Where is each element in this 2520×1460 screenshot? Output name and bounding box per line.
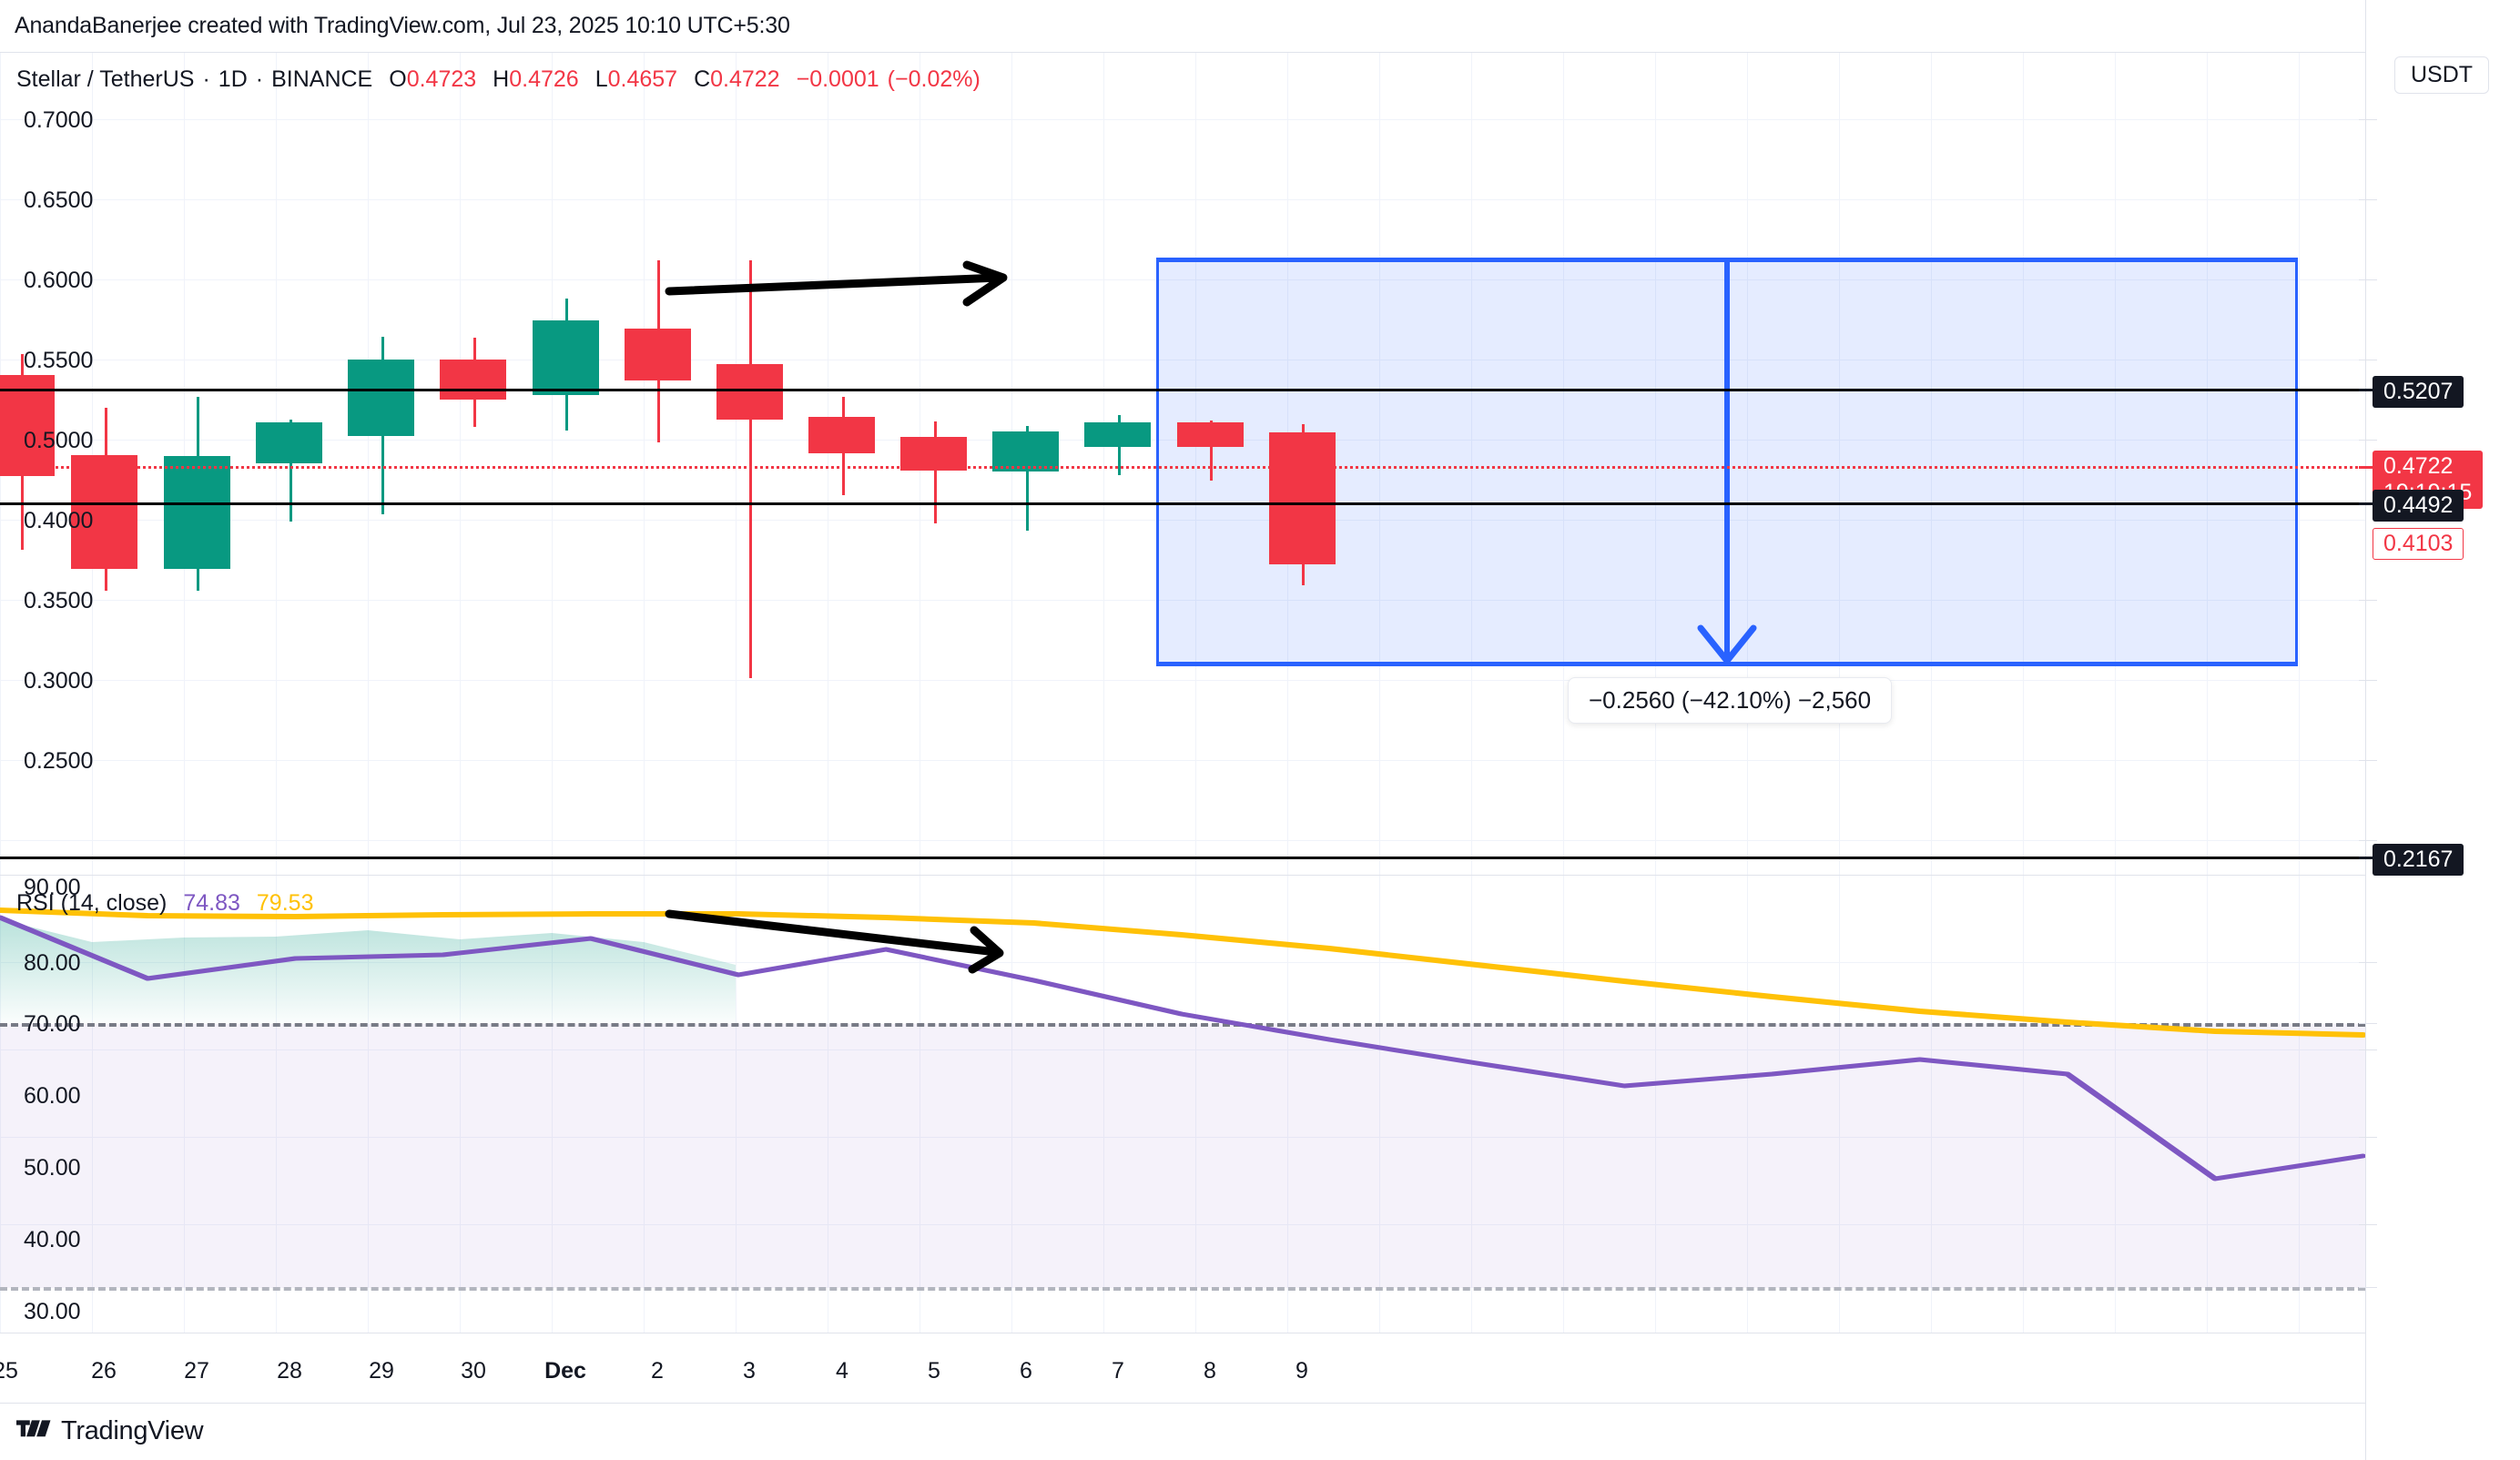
resistance-line[interactable] <box>0 389 2365 391</box>
candle-body <box>0 375 55 476</box>
rsi-oversold-line <box>0 1287 2365 1291</box>
price-tick: 0.3000 <box>24 668 94 694</box>
legend-high-label: H <box>493 66 510 92</box>
footer-branding[interactable]: TradingView <box>16 1416 204 1446</box>
time-tick: 25 <box>0 1358 18 1384</box>
candle-body <box>900 437 967 471</box>
time-tick: 27 <box>184 1358 209 1384</box>
legend-change-percent: (−0.02%) <box>887 66 981 92</box>
candle-wick <box>1026 426 1029 531</box>
legend-high-value: 0.4726 <box>509 66 579 92</box>
time-axis[interactable]: 25 26 27 28 29 30 Dec 2 3 4 5 6 7 8 9 <box>0 1333 2365 1404</box>
candle-body <box>1269 432 1336 564</box>
rsi-legend-value: 74.83 <box>183 890 240 916</box>
attribution-text: AnandaBanerjee created with TradingView.… <box>15 13 790 38</box>
candle-body <box>164 456 230 569</box>
candle-body <box>348 360 414 436</box>
rsi-legend[interactable]: RSI (14, close) 74.83 79.53 <box>16 890 313 917</box>
legend-sep-1: · <box>202 66 210 92</box>
legend-exchange: BINANCE <box>271 66 373 92</box>
time-tick: 28 <box>277 1358 302 1384</box>
candle-body <box>716 364 783 420</box>
price-tick: 0.4000 <box>24 508 94 533</box>
legend-close-value: 0.4722 <box>710 66 780 92</box>
support-line[interactable] <box>0 502 2365 505</box>
price-tick: 0.7000 <box>24 107 94 133</box>
pane-top-border <box>0 52 2365 53</box>
rsi-ma-legend-value: 79.53 <box>256 890 314 916</box>
candle-body <box>1084 422 1151 447</box>
price-tick: 0.2500 <box>24 748 94 774</box>
price-tick: 0.3500 <box>24 588 94 613</box>
measurement-right-edge <box>2295 258 2298 666</box>
rsi-tick: 30.00 <box>24 1299 81 1324</box>
support-price-badge[interactable]: 0.4492 <box>2373 490 2464 522</box>
candle-body <box>992 431 1059 471</box>
low-marker-badge[interactable]: 0.4103 <box>2373 528 2464 560</box>
rsi-tick: 40.00 <box>24 1227 81 1252</box>
resistance-price-badge[interactable]: 0.5207 <box>2373 376 2464 408</box>
time-tick: 8 <box>1204 1358 1216 1384</box>
time-tick: 5 <box>928 1358 940 1384</box>
legend-interval: 1D <box>218 66 248 92</box>
legend-sep-2: · <box>255 66 264 92</box>
candle-wick <box>934 421 937 523</box>
candle-body <box>533 320 599 395</box>
time-tick: 6 <box>1020 1358 1032 1384</box>
bottom-level-badge[interactable]: 0.2167 <box>2373 844 2464 876</box>
currency-unit-badge[interactable]: USDT <box>2394 56 2490 94</box>
time-tick: 29 <box>369 1358 394 1384</box>
time-tick: 3 <box>743 1358 756 1384</box>
candle-wick <box>1210 421 1213 481</box>
rsi-tick: 50.00 <box>24 1155 81 1181</box>
rsi-lower-band <box>0 1024 2365 1288</box>
time-tick: 9 <box>1296 1358 1308 1384</box>
legend-low-label: L <box>594 66 608 92</box>
candle-body <box>256 422 322 463</box>
legend-close-label: C <box>694 66 711 92</box>
tradingview-wordmark: TradingView <box>61 1416 204 1445</box>
measurement-arrow-shaft <box>1724 258 1730 663</box>
candle-wick <box>749 260 752 678</box>
time-tick-month: Dec <box>544 1358 586 1384</box>
legend-symbol: Stellar / TetherUS <box>16 66 195 92</box>
legend-low-value: 0.4657 <box>607 66 678 92</box>
price-legend[interactable]: Stellar / TetherUS · 1D · BINANCE O0.4723 H0.4… <box>16 66 981 93</box>
time-tick: 4 <box>836 1358 848 1384</box>
rsi-tick: 70.00 <box>24 1011 81 1037</box>
price-tick: 0.5000 <box>24 428 94 453</box>
legend-change: −0.0001 <box>796 66 879 92</box>
candle-body <box>1177 422 1244 447</box>
rsi-tick: 90.00 <box>24 875 81 900</box>
time-tick: 26 <box>91 1358 117 1384</box>
last-price-value: 0.4722 <box>2383 453 2454 479</box>
price-axis[interactable] <box>2365 0 2520 1460</box>
tradingview-logo-icon <box>16 1419 51 1436</box>
candle-body <box>71 455 137 569</box>
pane-separator <box>0 875 2365 876</box>
time-tick: 30 <box>461 1358 486 1384</box>
candle-body <box>625 329 691 380</box>
measurement-left-edge <box>1156 258 1159 666</box>
time-tick: 2 <box>651 1358 664 1384</box>
time-tick: 7 <box>1112 1358 1124 1384</box>
bottom-level-line[interactable] <box>0 857 2365 859</box>
price-tick: 0.6000 <box>24 268 94 293</box>
candle-wick <box>290 420 292 522</box>
legend-open-label: O <box>389 66 407 92</box>
legend-open-value: 0.4723 <box>406 66 477 92</box>
candle-body <box>808 417 875 453</box>
candle-body <box>440 360 506 400</box>
price-tick: 0.6500 <box>24 188 94 213</box>
rsi-tick: 60.00 <box>24 1083 81 1109</box>
rsi-overbought-line <box>0 1023 2365 1027</box>
rsi-tick: 80.00 <box>24 950 81 976</box>
last-price-line <box>0 466 2365 469</box>
price-tick: 0.5500 <box>24 348 94 373</box>
rsi-legend-title: RSI (14, close) <box>16 890 168 916</box>
measurement-label: −0.2560 (−42.10%) −2,560 <box>1568 677 1893 724</box>
